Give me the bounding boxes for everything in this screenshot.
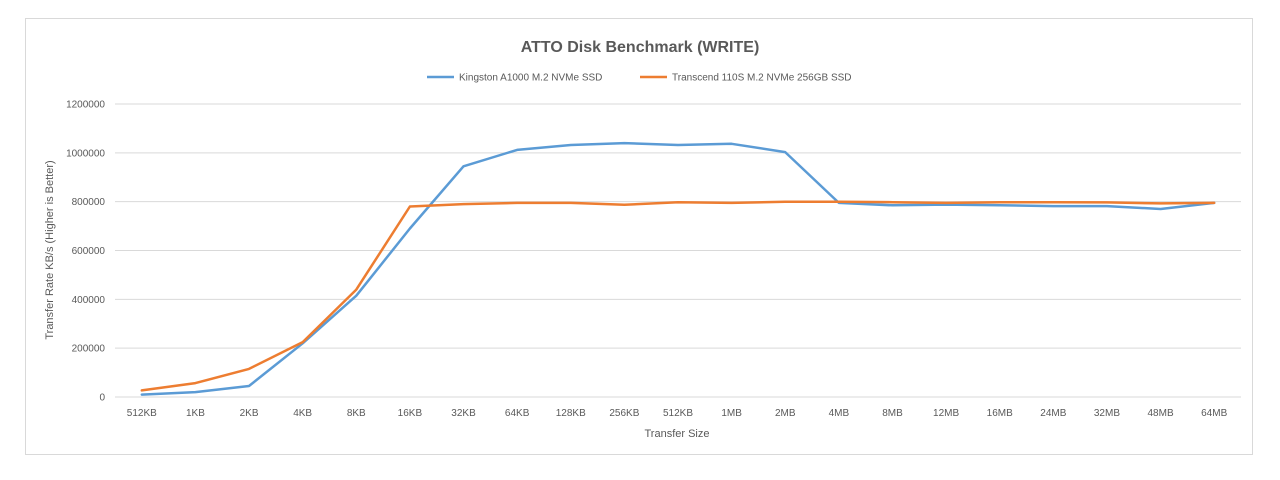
x-tick-label: 4MB (829, 408, 850, 419)
x-tick-label: 32KB (451, 408, 476, 419)
x-tick-label: 8KB (347, 408, 366, 419)
series-line-2 (140, 200, 1216, 392)
legend-label: Kingston A1000 M.2 NVMe SSD (459, 73, 602, 84)
x-tick-label: 512KB (663, 408, 693, 419)
y-tick-label: 800000 (72, 197, 106, 208)
y-tick-label: 200000 (72, 344, 106, 355)
x-tick-label: 2MB (775, 408, 796, 419)
x-tick-label: 12MB (933, 408, 959, 419)
x-tick-label: 128KB (556, 408, 586, 419)
x-tick-label: 4KB (293, 408, 312, 419)
y-tick-label: 1200000 (66, 100, 105, 111)
x-tick-label: 1MB (721, 408, 742, 419)
x-tick-label: 64MB (1201, 408, 1227, 419)
series-line-1 (140, 141, 1216, 396)
gridlines (115, 103, 1241, 349)
x-axis-ticks: 512KB 1KB 2KB 4KB 8KB 16KB 32KB 64KB 128KB 256KB 5… (127, 408, 1228, 419)
x-axis-label: Transfer Size (644, 428, 709, 440)
x-tick-label: 48MB (1148, 408, 1174, 419)
y-tick-label: 600000 (72, 246, 106, 257)
y-tick-label: 400000 (72, 295, 106, 306)
chart-frame: ATTO Disk Benchmark (WRITE) Kingston A10… (25, 18, 1253, 455)
x-tick-label: 256KB (609, 408, 639, 419)
legend: Kingston A1000 M.2 NVMe SSD Transcend 110… (427, 73, 852, 84)
x-tick-label: 32MB (1094, 408, 1120, 419)
x-tick-label: 2KB (240, 408, 259, 419)
y-tick-label: 1000000 (66, 148, 105, 159)
x-tick-label: 24MB (1040, 408, 1066, 419)
legend-label: Transcend 110S M.2 NVMe 256GB SSD (672, 73, 852, 84)
x-tick-label: 64KB (505, 408, 530, 419)
y-tick-label: 0 (99, 393, 105, 404)
y-axis-ticks: 0 200000 400000 600000 800000 1000000 1200000 (66, 100, 105, 404)
x-tick-label: 512KB (127, 408, 157, 419)
x-tick-label: 8MB (882, 408, 903, 419)
y-axis-label: Transfer Rate KB/s (Higher is Better) (44, 160, 56, 339)
chart-svg: ATTO Disk Benchmark (WRITE) Kingston A10… (44, 39, 1241, 440)
series-lines (140, 141, 1216, 396)
x-tick-label: 16MB (987, 408, 1013, 419)
x-tick-label: 16KB (398, 408, 423, 419)
chart-title: ATTO Disk Benchmark (WRITE) (521, 39, 760, 56)
x-tick-label: 1KB (186, 408, 205, 419)
